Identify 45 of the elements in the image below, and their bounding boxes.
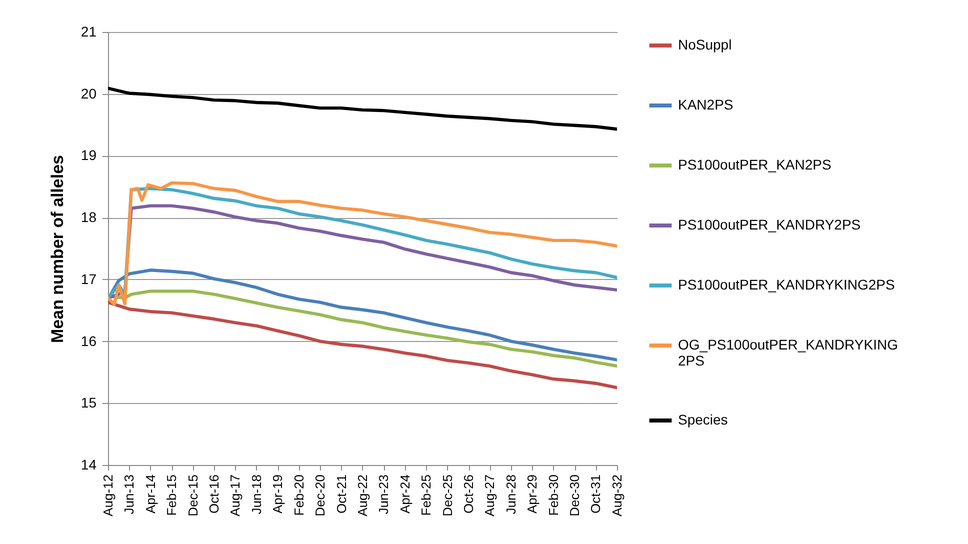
x-tick-label: Feb-15 — [164, 474, 180, 516]
x-tick-label: Apr-29 — [524, 474, 540, 514]
legend-label: Species — [678, 412, 728, 428]
legend-label: PS100outPER_KAN2PS — [678, 156, 832, 172]
legend-label: OG_PS100outPER_KANDRYKING2PS — [678, 336, 898, 368]
x-tick-label: Dec-30 — [567, 474, 582, 516]
y-tick-label: 21 — [80, 24, 97, 40]
x-tick-label: Aug-17 — [228, 474, 243, 516]
x-tick-label: Oct-16 — [206, 474, 222, 514]
x-tick-label: Aug-27 — [482, 474, 498, 516]
legend-label: PS100outPER_KANDRYKING2PS — [678, 276, 895, 292]
legend-label: PS100outPER_KANDRY2PS — [678, 216, 861, 232]
x-tick-label: Jun-13 — [122, 474, 137, 514]
x-tick-label: Apr-24 — [397, 474, 412, 514]
x-tick-label: Feb-20 — [291, 474, 306, 516]
y-tick-label: 19 — [80, 147, 97, 164]
y-tick-label: 14 — [80, 456, 97, 472]
y-tick-label: 20 — [80, 85, 97, 102]
x-tick-label: Jun-23 — [376, 474, 392, 514]
legend-label: KAN2PS — [678, 96, 734, 112]
x-tick-label: Oct-31 — [588, 474, 604, 514]
x-tick-label: Aug-12 — [100, 474, 116, 516]
x-tick-label: Oct-21 — [334, 474, 349, 514]
x-tick-label: Dec-15 — [185, 474, 200, 516]
legend-label: NoSuppl — [678, 36, 732, 52]
x-tick-label: Jun-18 — [248, 474, 264, 514]
y-tick-label: 17 — [80, 270, 97, 287]
line-series — [108, 86, 617, 131]
x-tick-label: Dec-20 — [312, 474, 328, 516]
line-series — [108, 290, 617, 368]
x-tick-label: Aug-32 — [610, 474, 624, 516]
x-tick-label: Feb-30 — [546, 474, 561, 516]
x-tick-label: Apr-14 — [142, 474, 158, 514]
x-tick-label: Jun-28 — [503, 474, 518, 514]
y-tick-label: 18 — [80, 209, 97, 226]
x-tick-label: Dec-25 — [440, 474, 455, 516]
x-tick-label: Oct-26 — [461, 474, 476, 514]
line-series — [108, 268, 617, 362]
x-tick-label: Aug-22 — [354, 474, 370, 516]
x-tick-label: Apr-19 — [270, 474, 286, 514]
y-tick-label: 15 — [80, 394, 97, 411]
y-axis-title: Mean number of alleles — [48, 155, 67, 343]
line-series — [108, 300, 617, 390]
y-tick-label: 16 — [80, 332, 97, 349]
x-tick-label: Feb-25 — [418, 474, 434, 516]
